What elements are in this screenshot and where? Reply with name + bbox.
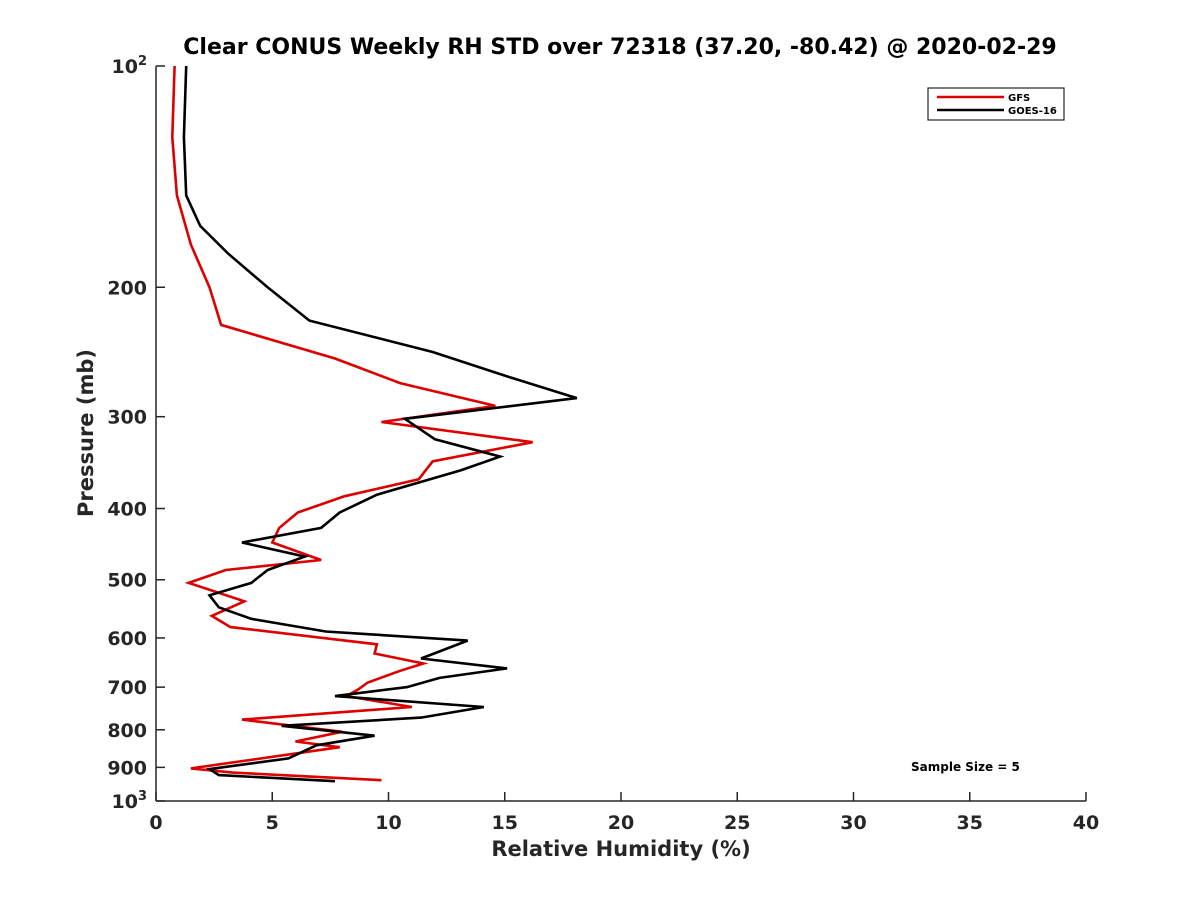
series-line-gfs — [170, 65, 533, 782]
y-axis-title: Pressure (mb) — [74, 349, 98, 517]
y-tick-label: 300 — [107, 407, 147, 429]
y-tick-label: 102 — [112, 54, 148, 78]
x-tick-label: 40 — [1073, 812, 1099, 834]
y-tick-label: 500 — [107, 570, 147, 592]
sample-size-annotation: Sample Size = 5 — [911, 760, 1020, 774]
legend-box — [927, 87, 1065, 121]
chart-title: Clear CONUS Weekly RH STD over 72318 (37… — [183, 35, 1056, 60]
legend-label-goes16: GOES-16 — [1008, 106, 1057, 117]
legend: GFS GOES-16 — [927, 87, 1065, 121]
x-tick-label: 35 — [957, 812, 983, 834]
x-tick-label: 10 — [375, 812, 401, 834]
y-tick-label: 900 — [107, 757, 147, 779]
x-tick-label: 30 — [840, 812, 866, 834]
x-tick-label: 0 — [149, 812, 162, 834]
x-tick-label: 15 — [492, 812, 518, 834]
x-axis-title: Relative Humidity (%) — [491, 837, 750, 861]
y-tick-label: 400 — [107, 499, 147, 521]
y-tick-label: 600 — [107, 628, 147, 650]
y-tick-label: 800 — [107, 720, 147, 742]
legend-label-gfs: GFS — [1008, 93, 1030, 104]
series-layer — [170, 65, 578, 783]
x-ticks: 0 5 10 15 20 25 30 35 40 — [149, 792, 1099, 834]
y-ticks: 102 200 300 400 500 600 700 800 900 103 — [107, 54, 165, 813]
series-line-goes16 — [182, 65, 578, 783]
y-tick-label: 103 — [112, 789, 148, 813]
y-tick-label: 700 — [107, 677, 147, 699]
y-tick-label: 200 — [107, 277, 147, 299]
x-tick-label: 20 — [608, 812, 634, 834]
x-tick-label: 5 — [266, 812, 279, 834]
x-tick-label: 25 — [724, 812, 750, 834]
